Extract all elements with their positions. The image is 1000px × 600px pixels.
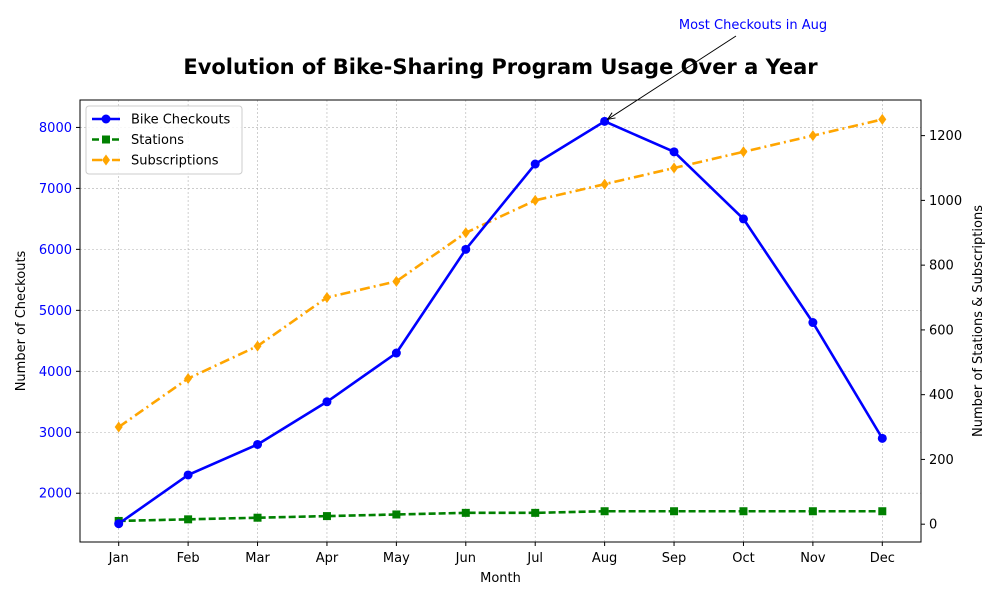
data-point <box>530 159 540 169</box>
data-point <box>322 397 332 407</box>
legend-label: Subscriptions <box>131 154 219 169</box>
data-point <box>739 507 748 516</box>
data-point <box>670 507 679 516</box>
data-point <box>253 439 263 449</box>
data-point <box>461 244 471 254</box>
y-right-tick-label: 1000 <box>929 194 962 209</box>
y-right-tick-label: 400 <box>929 388 954 403</box>
y-right-axis-label: Number of Stations & Subscriptions <box>971 205 986 437</box>
data-point <box>808 130 817 142</box>
series-line <box>117 120 884 525</box>
data-point <box>461 227 470 239</box>
plot-frame <box>79 99 922 543</box>
legend-marker <box>101 114 111 124</box>
x-tick-label: Mar <box>245 551 270 566</box>
data-point <box>878 507 887 516</box>
data-point <box>461 508 470 517</box>
grid-lines <box>80 100 921 542</box>
y-right-tick-label: 200 <box>929 453 954 468</box>
data-point <box>738 214 748 224</box>
data-point <box>184 515 193 524</box>
data-point <box>600 178 609 190</box>
data-point <box>253 340 262 352</box>
legend-marker <box>102 135 110 144</box>
annotation-label: Most Checkouts in Aug <box>679 18 827 33</box>
data-point <box>808 507 817 516</box>
legend: Bike Checkouts Stations Subscriptions <box>85 105 243 175</box>
x-tick-label: Dec <box>870 551 895 566</box>
x-tick-label: Jan <box>108 551 129 566</box>
y-left-tick-label: 5000 <box>39 304 72 319</box>
data-point <box>600 507 609 516</box>
x-tick-label: May <box>383 551 410 566</box>
data-point <box>183 470 193 480</box>
legend-label: Bike Checkouts <box>131 113 231 128</box>
series-line <box>117 118 883 429</box>
x-tick-label: Nov <box>800 551 826 566</box>
y-right-tick-label: 0 <box>929 518 937 533</box>
x-tick-label: Jul <box>526 551 543 566</box>
x-tick-label: Aug <box>592 551 617 566</box>
data-point <box>531 194 540 206</box>
annotation-arrowhead <box>606 112 616 121</box>
data-point <box>391 348 401 358</box>
x-tick-label: Feb <box>177 551 200 566</box>
data-point <box>253 513 262 522</box>
data-point <box>878 113 887 125</box>
data-point <box>670 162 679 174</box>
series-stations <box>114 507 887 525</box>
legend-box <box>85 105 243 175</box>
data-point <box>392 275 401 287</box>
x-tick-label: Oct <box>732 551 754 566</box>
x-axis-label: Month <box>480 571 521 586</box>
data-point <box>739 146 748 158</box>
data-point <box>184 372 193 384</box>
data-point <box>322 512 331 521</box>
data-point <box>114 519 124 529</box>
series-subscriptions <box>114 113 887 433</box>
x-tick-label: Sep <box>662 551 687 566</box>
y-left-tick-label: 8000 <box>39 121 72 136</box>
series-bike-checkouts <box>114 116 887 529</box>
y-left-tick-label: 4000 <box>39 365 72 380</box>
data-point <box>392 510 401 519</box>
x-tick-label: Jun <box>455 551 476 566</box>
data-point <box>600 116 610 126</box>
data-point <box>531 508 540 517</box>
data-point <box>322 292 331 304</box>
y-left-axis-label: Number of Checkouts <box>14 250 29 391</box>
annotation-arrow <box>607 35 737 120</box>
y-right-tick-label: 600 <box>929 323 954 338</box>
y-left-tick-label: 7000 <box>39 182 72 197</box>
series-line <box>118 509 883 523</box>
data-point <box>669 147 679 157</box>
legend-marker <box>102 154 110 166</box>
y-right-tick-label: 1200 <box>929 129 962 144</box>
data-point <box>114 421 123 433</box>
x-tick-label: Apr <box>316 551 339 566</box>
y-left-tick-label: 3000 <box>39 426 72 441</box>
data-point <box>808 318 818 328</box>
y-left-tick-label: 2000 <box>39 487 72 502</box>
data-point <box>877 433 887 443</box>
annotation: Most Checkouts in Aug <box>606 18 827 121</box>
y-right-tick-label: 800 <box>929 259 954 274</box>
y-left-tick-label: 6000 <box>39 243 72 258</box>
legend-label: Stations <box>131 133 184 148</box>
chart-title: Evolution of Bike-Sharing Program Usage … <box>183 55 818 79</box>
